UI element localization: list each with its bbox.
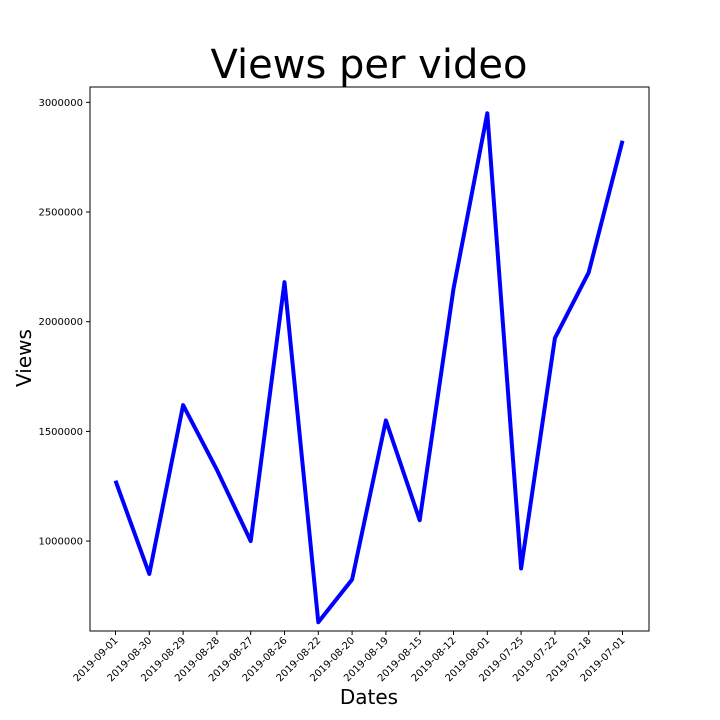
plot-area: 2019-09-012019-08-302019-08-292019-08-28… [38, 86, 650, 684]
y-tick-label: 2500000 [38, 208, 83, 219]
y-tick-label: 1500000 [38, 427, 83, 438]
y-tick-label: 3000000 [38, 98, 83, 109]
chart-title: Views per video [211, 42, 528, 88]
series-line-0 [113, 111, 625, 625]
y-tick-label: 2000000 [38, 317, 83, 328]
y-tick-label: 1000000 [38, 537, 83, 548]
axes-frame [89, 86, 650, 632]
y-axis-label: Views [12, 329, 36, 387]
x-axis-label: Dates [340, 685, 398, 709]
